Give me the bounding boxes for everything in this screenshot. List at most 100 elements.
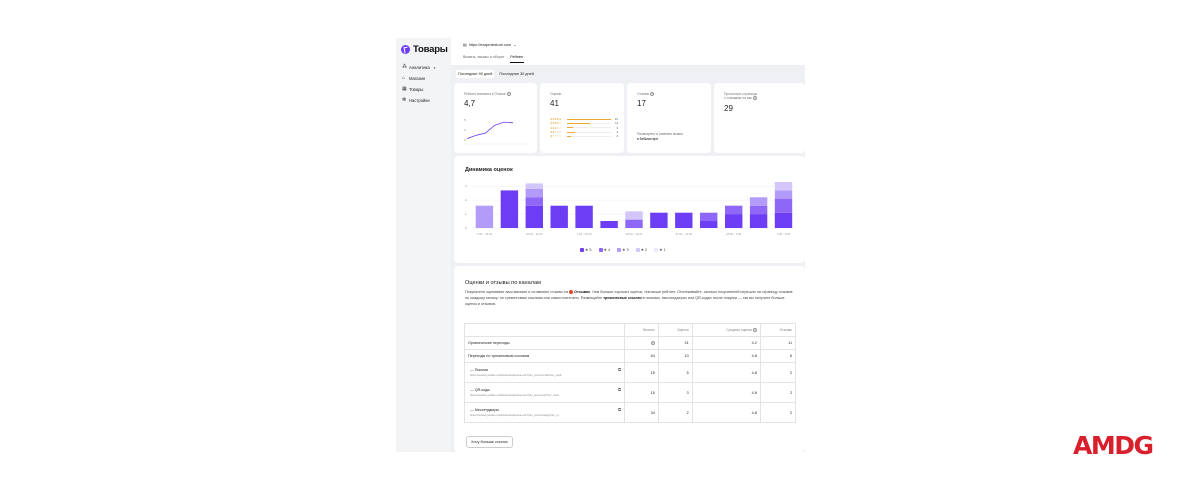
period-90-days[interactable]: Последние 90 дней bbox=[456, 70, 495, 78]
distribution-row: ★★★☆☆ 3 bbox=[550, 126, 618, 130]
visits-cell: 64 bbox=[624, 349, 659, 363]
chevron-down-icon: ▾ bbox=[433, 65, 436, 70]
checkbox-icon bbox=[598, 247, 603, 252]
gear-icon: ✻ bbox=[402, 97, 407, 103]
star-icon: ★★★★★ bbox=[550, 117, 562, 122]
x-tick-label: 2.02 – 15.02 bbox=[477, 232, 492, 236]
bar-segment bbox=[575, 205, 593, 228]
app-window: Товары ⁂ Аналитика ▾ ⌂ Магазин ▦ Товары … bbox=[396, 38, 805, 452]
reviews-cell: 2 bbox=[759, 402, 797, 423]
bar-segment bbox=[700, 221, 718, 228]
info-icon[interactable]: ? bbox=[506, 92, 511, 97]
copy-icon[interactable]: ⧉ bbox=[618, 387, 621, 392]
distribution-row: ★☆☆☆☆ 2 bbox=[550, 134, 618, 138]
store-selector[interactable]: ▤ https://exapmlestore.com ⌄ bbox=[463, 42, 516, 47]
channel-subrow: ⧉ — QR-коды https://reviews.yandex.ru/sh… bbox=[464, 382, 625, 403]
bar-segment bbox=[725, 214, 743, 228]
store-icon: ⌂ bbox=[402, 75, 406, 81]
avg-cell: 4.8 bbox=[691, 362, 761, 383]
tab-rating[interactable]: Рейтинг bbox=[510, 55, 524, 63]
distribution-bar bbox=[567, 131, 611, 133]
tracking-url[interactable]: https://reviews.yandex.ru/shop/examplest… bbox=[470, 374, 564, 377]
sidebar-item-store[interactable]: ⌂ Магазин bbox=[402, 73, 436, 84]
period-30-days[interactable]: Последние 30 дней bbox=[499, 72, 534, 76]
channel-subrow: ⧉ — Мессенджеры https://reviews.yandex.r… bbox=[464, 402, 625, 423]
sidebar-item-analytics[interactable]: ⁂ Аналитика ▾ bbox=[402, 62, 436, 73]
info-icon[interactable]: ? bbox=[650, 341, 655, 345]
subrow-name: — QR-коды bbox=[470, 388, 490, 392]
distribution-count: 21 bbox=[614, 117, 618, 122]
bar-segment bbox=[625, 219, 643, 228]
legend-item-5[interactable]: ★ 5 bbox=[580, 247, 592, 252]
column-header: Отзывы bbox=[759, 323, 797, 337]
table-header-row: Визиты Оценки Средняя оценка ? Отзывы bbox=[464, 323, 797, 337]
legend-item-4[interactable]: ★ 4 bbox=[598, 247, 610, 252]
channel-name: Переходы по трекинговым ссылкам bbox=[464, 349, 625, 363]
subrow-name-text: Мессенджеры bbox=[474, 408, 500, 412]
x-tick-label: 7.06 – 8.06 bbox=[777, 232, 791, 236]
avg-cell: 4.8 bbox=[691, 349, 761, 363]
x-tick-label: 29.03 – 12.04 bbox=[626, 232, 643, 236]
subrow-name: — Письма bbox=[470, 368, 488, 372]
views-value: 29 bbox=[724, 104, 733, 113]
bar-segment bbox=[650, 212, 668, 228]
reviews-value: 17 bbox=[637, 99, 646, 108]
ratings-cell: 10 bbox=[657, 349, 693, 363]
copy-icon[interactable]: ⧉ bbox=[618, 407, 621, 412]
reviews-label-text: Отзывы bbox=[637, 92, 650, 96]
bar-segment bbox=[774, 190, 793, 199]
y-tick-label: 0 bbox=[465, 226, 467, 230]
legend-item-2[interactable]: ★ 2 bbox=[635, 247, 647, 252]
tab-visits[interactable]: Визиты, заказы и оборот bbox=[463, 55, 505, 59]
reviews-note: Посмотреть и ответить можно в Вебмастере bbox=[637, 132, 683, 142]
dynamics-title: Динамика оценок bbox=[465, 167, 513, 173]
sidebar: Товары ⁂ Аналитика ▾ ⌂ Магазин ▦ Товары … bbox=[396, 38, 451, 452]
reviews-brand-icon bbox=[569, 290, 574, 295]
ratings-dynamics-chart: 3 2 1 0 2.02 – 15.02 16.02 – 22.02 1.03 – 15.0… bbox=[465, 182, 796, 236]
distribution-count: 4 bbox=[616, 130, 618, 135]
bar-segment bbox=[774, 182, 793, 191]
webmaster-link[interactable]: в Вебмастере bbox=[637, 137, 659, 141]
sidebar-item-label: Магазин bbox=[409, 76, 426, 81]
copy-icon[interactable]: ⧉ bbox=[618, 367, 621, 372]
sidebar-item-settings[interactable]: ✻ Настройки bbox=[402, 95, 436, 106]
legend-item-3[interactable]: ★ 3 bbox=[617, 247, 629, 252]
table-row: Органические переходы ? 31 4.2 11 bbox=[464, 336, 797, 350]
bar-segment bbox=[749, 197, 768, 206]
sidebar-item-products[interactable]: ▦ Товары bbox=[402, 84, 436, 95]
ratings-value: 41 bbox=[550, 99, 559, 108]
brand-logo[interactable]: Товары bbox=[401, 44, 448, 55]
tracking-url[interactable]: https://reviews.yandex.ru/shop/examplest… bbox=[470, 414, 561, 417]
x-tick-label: 27.04 – 10.05 bbox=[676, 232, 693, 236]
sidebar-item-label: Настройки bbox=[409, 98, 430, 103]
checkbox-icon bbox=[580, 247, 584, 252]
ratings-cell: 31 bbox=[657, 336, 693, 350]
more-links-button[interactable]: Хочу больше ссылок bbox=[466, 436, 513, 448]
x-tick-label: 25.05 – 2.06 bbox=[726, 232, 741, 236]
period-switch: Последние 90 дней Последние 30 дней bbox=[456, 70, 536, 78]
visits-cell: ? bbox=[624, 336, 659, 350]
tracking-links-link[interactable]: трекинговые ссылки bbox=[603, 296, 642, 300]
tracking-url[interactable]: https://reviews.yandex.ru/shop/examplest… bbox=[470, 394, 561, 397]
channel-subrow: ⧉ — Письма https://reviews.yandex.ru/sho… bbox=[464, 362, 625, 383]
reviews-label: Отзывы ? bbox=[637, 92, 654, 97]
bar-segment bbox=[749, 205, 768, 215]
reviews-brand-link[interactable]: Отзывах bbox=[574, 290, 591, 294]
legend-item-1[interactable]: ★ 1 bbox=[654, 247, 666, 252]
column-header: Визиты bbox=[624, 323, 659, 337]
rating-trend-line bbox=[466, 121, 514, 139]
info-icon[interactable]: ? bbox=[752, 328, 757, 333]
rating-value: 4,7 bbox=[464, 99, 476, 108]
channels-title: Оценки и отзывы по каналам bbox=[465, 280, 541, 286]
views-label-text: Просмотры страницы bbox=[724, 92, 758, 96]
star-icon: ★★★★☆ bbox=[550, 121, 562, 126]
subrow-name-text: QR-коды bbox=[474, 388, 490, 392]
info-icon[interactable]: ? bbox=[752, 96, 757, 101]
distribution-row: ★★★★☆ 11 bbox=[550, 121, 618, 125]
bar-segment bbox=[525, 205, 543, 228]
info-icon[interactable]: ? bbox=[650, 92, 654, 97]
bar-segment bbox=[675, 212, 693, 228]
checkbox-icon bbox=[617, 247, 622, 252]
x-tick-label: 16.02 – 22.02 bbox=[526, 232, 543, 236]
distribution-bar-fill bbox=[567, 127, 574, 129]
